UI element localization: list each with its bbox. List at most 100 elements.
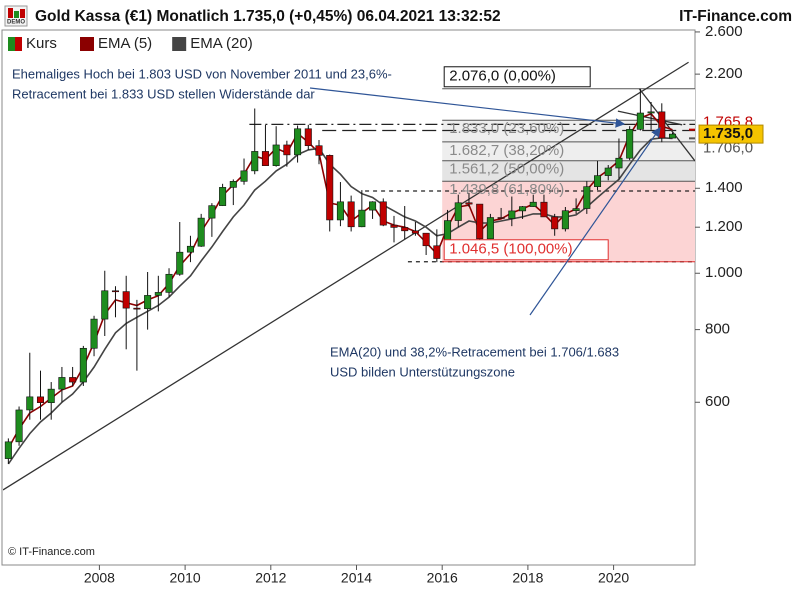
x-tick-label: 2008 bbox=[84, 570, 115, 586]
candle-body bbox=[36, 396, 45, 403]
legend-swatch bbox=[172, 37, 187, 51]
logo-bar bbox=[8, 8, 13, 18]
annotation-text: USD bilden Unterstützungszone bbox=[330, 364, 515, 379]
candle-body bbox=[219, 187, 227, 206]
y-tick-label: 1.200 bbox=[705, 218, 743, 235]
y-tick-label: 1.000 bbox=[705, 264, 743, 281]
ema-line bbox=[7, 136, 673, 465]
candle-body bbox=[508, 210, 516, 219]
candle-body bbox=[101, 290, 109, 320]
candle-body bbox=[454, 202, 462, 221]
candle-body bbox=[336, 201, 344, 221]
logo-bar bbox=[20, 9, 25, 18]
candle-body bbox=[561, 210, 569, 230]
fib-label: 2.076,0 (0,00%) bbox=[449, 68, 556, 85]
candle-body bbox=[594, 175, 602, 187]
annotation-text: EMA(20) und 38,2%-Retracement bei 1.706/… bbox=[330, 344, 619, 359]
x-tick-label: 2012 bbox=[255, 570, 286, 586]
x-tick-label: 2010 bbox=[170, 570, 201, 586]
candle-body bbox=[647, 111, 655, 114]
candle-body bbox=[165, 273, 173, 293]
candle-body bbox=[369, 201, 377, 211]
candle-body bbox=[4, 441, 12, 459]
candle-body bbox=[358, 209, 366, 228]
candle-body bbox=[58, 377, 66, 390]
x-tick-label: 2016 bbox=[427, 570, 458, 586]
source: IT-Finance.com bbox=[679, 8, 792, 25]
candle-body bbox=[122, 291, 130, 309]
candle-body bbox=[79, 347, 87, 383]
fib-zone bbox=[442, 88, 695, 121]
candle-body bbox=[497, 217, 505, 219]
y-tick-label: 2.200 bbox=[705, 65, 743, 82]
candle-body bbox=[26, 396, 34, 411]
annotation-arrow bbox=[309, 87, 626, 128]
candle-body bbox=[240, 170, 248, 182]
candle-body bbox=[69, 377, 77, 383]
candle-body bbox=[261, 151, 269, 166]
candle-body bbox=[529, 201, 537, 207]
overlay: © IT-Finance.com 2.076,0 (0,00%) 1.833,0 … bbox=[8, 35, 661, 558]
x-tick-label: 2020 bbox=[598, 570, 629, 586]
y-tick-label: 1.400 bbox=[705, 179, 743, 196]
price-tag-label: 1.735,0 bbox=[703, 125, 753, 142]
plot-frame bbox=[1, 29, 696, 566]
x-tick-label: 2018 bbox=[512, 570, 543, 586]
legend-swatch bbox=[15, 37, 22, 51]
legend-label: EMA (5) bbox=[98, 35, 152, 52]
candle-body bbox=[636, 112, 644, 130]
candle-body bbox=[176, 251, 184, 275]
annotation-arrow bbox=[529, 127, 661, 316]
candle-body bbox=[15, 409, 23, 443]
candle-body bbox=[604, 167, 612, 176]
legend-label: EMA (20) bbox=[190, 35, 253, 52]
annotation-text: Retracement bei 1.833 USD stellen Widers… bbox=[12, 86, 315, 101]
fib-label: 1.833,0 (23,60%) bbox=[449, 120, 564, 137]
candle-body bbox=[315, 145, 323, 156]
candle-body bbox=[465, 202, 473, 205]
logo-bar bbox=[14, 11, 19, 18]
candle-body bbox=[433, 245, 441, 259]
annotation-text: Ehemaliges Hoch bei 1.803 USD von Novemb… bbox=[12, 66, 392, 81]
fib-label: 1.046,5 (100,00%) bbox=[449, 241, 572, 258]
candle-body bbox=[519, 206, 527, 212]
candle-body bbox=[422, 232, 430, 247]
candle-body bbox=[133, 307, 141, 310]
candle-body bbox=[658, 111, 666, 139]
candle-body bbox=[626, 129, 634, 159]
candle-body bbox=[251, 151, 259, 172]
logo-badge: DEMO bbox=[7, 20, 25, 26]
x-tick-label: 2014 bbox=[341, 570, 372, 586]
candle-body bbox=[326, 155, 334, 221]
candle-body bbox=[47, 388, 55, 403]
candle-body bbox=[390, 224, 398, 228]
legend-label: Kurs bbox=[26, 35, 57, 52]
candle-body bbox=[186, 245, 194, 253]
y-tick-label: 800 bbox=[705, 321, 730, 338]
candle-body bbox=[486, 217, 494, 240]
candle-body bbox=[551, 216, 559, 230]
candle-body bbox=[294, 128, 302, 156]
candle-body bbox=[615, 157, 623, 169]
candle-body bbox=[583, 186, 591, 209]
candle-body bbox=[476, 203, 484, 240]
candle-body bbox=[572, 208, 580, 212]
fib-label-box bbox=[443, 239, 609, 261]
candle-body bbox=[208, 205, 216, 219]
copyright: © IT-Finance.com bbox=[8, 546, 95, 558]
chart-title: Gold Kassa (€1) Monatlich 1.735,0 (+0,45… bbox=[35, 8, 501, 25]
fib-label: 1.561,2 (50,00%) bbox=[449, 161, 564, 178]
trendline bbox=[3, 61, 689, 491]
fib-label-box bbox=[443, 66, 591, 88]
candle-body bbox=[229, 181, 237, 188]
y-tick-label: 2.600 bbox=[705, 23, 743, 40]
legend-swatch bbox=[80, 37, 94, 51]
header: DEMO Gold Kassa (€1) Monatlich 1.735,0 (… bbox=[4, 5, 792, 27]
candle-body bbox=[197, 217, 205, 247]
candle-body bbox=[347, 201, 355, 228]
candle-body bbox=[411, 230, 419, 234]
candle-body bbox=[540, 201, 548, 218]
candle-body bbox=[144, 295, 152, 310]
fib-label: 1.439,8 (61,80%) bbox=[449, 181, 564, 198]
